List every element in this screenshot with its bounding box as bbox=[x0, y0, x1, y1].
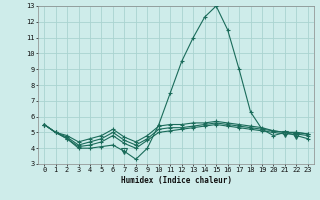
X-axis label: Humidex (Indice chaleur): Humidex (Indice chaleur) bbox=[121, 176, 231, 185]
